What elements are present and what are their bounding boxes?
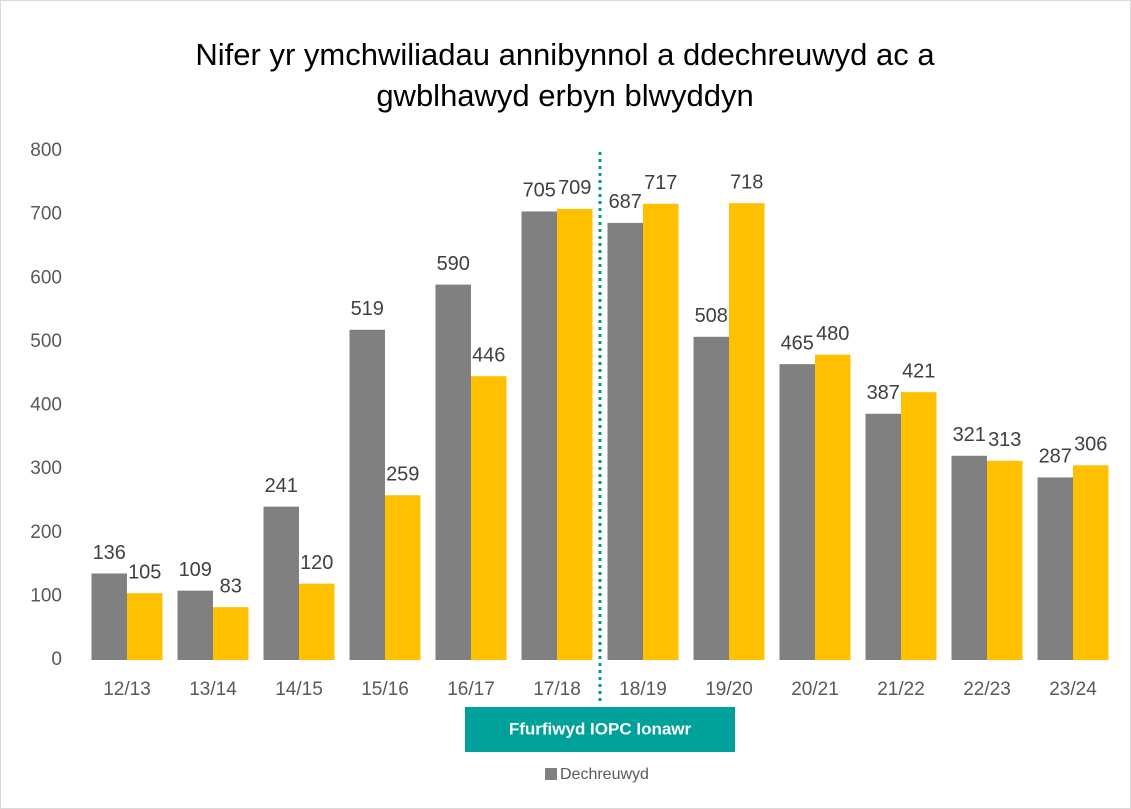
x-tick-label: 23/24 [1049, 679, 1097, 700]
value-label: 519 [351, 298, 384, 320]
x-tick-label: 14/15 [275, 679, 323, 700]
bar [557, 208, 593, 660]
y-tick-label: 700 [30, 204, 62, 225]
x-tick-label: 18/19 [619, 679, 667, 700]
x-tick-label: 13/14 [189, 679, 237, 700]
value-label: 480 [816, 323, 849, 345]
bar [213, 607, 249, 660]
value-label: 306 [1074, 434, 1107, 456]
bar [643, 203, 679, 660]
value-label: 241 [265, 475, 298, 497]
legend-label: Dechreuwyd [560, 766, 649, 783]
bar [385, 495, 421, 660]
y-tick-label: 100 [30, 585, 62, 606]
legend-swatch [545, 768, 557, 780]
value-label: 259 [386, 463, 419, 485]
value-label: 709 [558, 177, 591, 199]
x-tick-label: 19/20 [705, 679, 753, 700]
value-label: 508 [695, 305, 728, 327]
value-label: 590 [437, 253, 470, 275]
bar [865, 413, 901, 660]
value-label: 120 [300, 552, 333, 574]
bar [1073, 465, 1109, 660]
bar [521, 211, 557, 660]
chart-title: Nifer yr ymchwiliadau annibynnol a ddech… [195, 37, 935, 72]
x-tick-label: 21/22 [877, 679, 925, 700]
bar [779, 364, 815, 660]
bar [815, 354, 851, 660]
bar [127, 593, 163, 660]
y-tick-label: 500 [30, 331, 62, 352]
y-tick-label: 200 [30, 522, 62, 543]
value-label: 717 [644, 172, 677, 194]
bar [901, 392, 937, 660]
bar [607, 222, 643, 661]
value-label: 321 [953, 424, 986, 446]
value-label: 446 [472, 345, 505, 367]
y-tick-label: 300 [30, 458, 62, 479]
bar [263, 506, 299, 660]
value-label: 421 [902, 360, 935, 382]
bar [299, 583, 335, 660]
value-label: 83 [220, 575, 242, 597]
value-label: 718 [730, 171, 763, 193]
bar [693, 336, 729, 660]
value-label: 705 [523, 180, 556, 202]
value-label: 109 [179, 559, 212, 581]
value-label: 465 [781, 332, 814, 354]
bar [435, 284, 471, 660]
y-tick-label: 0 [51, 649, 62, 670]
bar [177, 590, 213, 660]
y-tick-label: 800 [30, 140, 62, 161]
x-tick-label: 22/23 [963, 679, 1011, 700]
bar [91, 573, 127, 660]
value-label: 387 [867, 382, 900, 404]
bar [1037, 477, 1073, 660]
value-label: 313 [988, 429, 1021, 451]
x-tick-label: 20/21 [791, 679, 839, 700]
y-tick-label: 400 [30, 395, 62, 416]
x-tick-label: 17/18 [533, 679, 581, 700]
x-tick-label: 15/16 [361, 679, 409, 700]
bar [729, 203, 765, 661]
x-tick-label: 12/13 [103, 679, 151, 700]
bar [987, 460, 1023, 660]
bar [471, 376, 507, 660]
annotation-box [465, 707, 735, 752]
bar [951, 455, 987, 660]
value-label: 287 [1039, 446, 1072, 468]
chart-title: gwblhawyd erbyn blwyddyn [376, 78, 753, 113]
value-label: 136 [93, 542, 126, 564]
value-label: 105 [128, 561, 161, 583]
value-label: 687 [609, 191, 642, 213]
annotation: Ffurfiwyd IOPC Ionawr [509, 719, 692, 738]
y-tick-label: 600 [30, 267, 62, 288]
x-tick-label: 16/17 [447, 679, 495, 700]
bar [349, 329, 385, 660]
